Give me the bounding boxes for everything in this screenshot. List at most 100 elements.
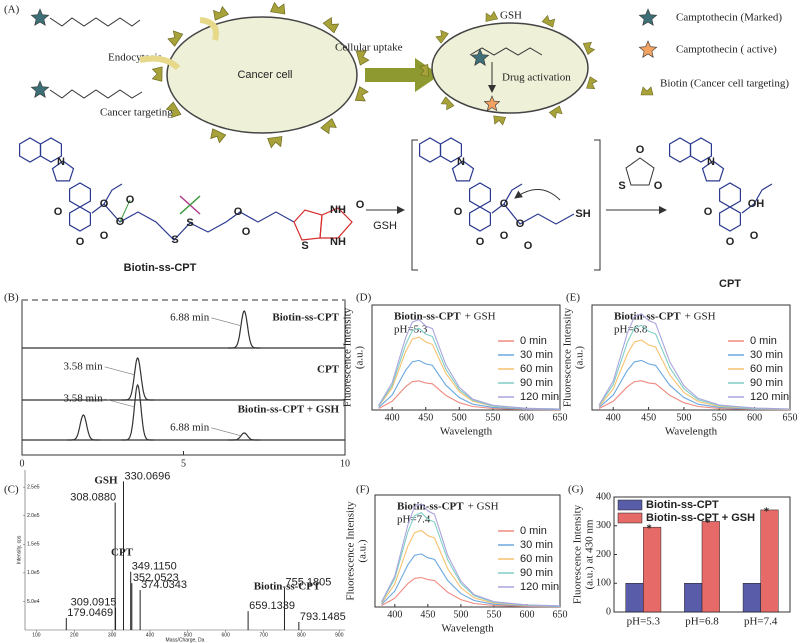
biotin-receptor — [586, 76, 599, 91]
chart-title: Biotin-ss-CPT — [397, 501, 464, 513]
prodrug-chain — [469, 47, 543, 56]
ring — [39, 137, 63, 163]
x-tick-label: pH=7.4 — [744, 616, 778, 628]
panel-label: (F) — [356, 484, 370, 496]
x-tick-label: 550 — [712, 412, 727, 423]
atom-label: OH — [748, 198, 765, 210]
ring — [68, 182, 92, 208]
linker — [503, 203, 575, 225]
atom-label: S — [186, 217, 193, 229]
y-tick-label: 1.5e5 — [27, 542, 40, 548]
x-tick-label: 400 — [606, 412, 621, 423]
reagent-label: GSH — [373, 220, 397, 232]
significance-marker: * — [764, 505, 770, 517]
trace-name: Biotin-ss-CPT + GSH — [238, 404, 340, 416]
x-tick-label: pH=6.8 — [685, 616, 719, 628]
significance-marker: * — [705, 517, 711, 529]
legend-label: 90 min — [520, 567, 553, 579]
spectrum-line — [378, 380, 561, 411]
chart-title: + GSH — [468, 501, 499, 513]
prodrug-chain — [49, 17, 141, 27]
y-axis-label: (a.u.) — [574, 346, 586, 370]
atom-label: O — [516, 218, 525, 230]
biotin-receptor — [549, 105, 565, 120]
targeting-label: Cancer targeting — [100, 107, 173, 119]
x-tick-label: 600 — [747, 412, 762, 423]
atom-label: O — [654, 180, 663, 192]
biotin-receptor — [166, 28, 184, 47]
y-axis-label: Fluorescence Intensity — [572, 504, 584, 604]
x-tick-label: 450 — [641, 412, 656, 423]
activation-label: Drug activation — [502, 72, 571, 84]
star — [470, 48, 490, 66]
peak-mz-label: 374.0343 — [141, 579, 187, 591]
x-tick-label: 5 — [181, 458, 186, 469]
plot-frame — [371, 304, 561, 411]
legend-swatch — [617, 512, 643, 524]
y-tick-label: 200 — [596, 549, 611, 560]
x-tick-label: 100 — [32, 632, 41, 638]
x-tick-label: 550 — [486, 609, 501, 620]
x-tick-label: 450 — [418, 412, 433, 423]
legend-label: 60 min — [520, 553, 553, 565]
atom-label: O — [454, 206, 463, 218]
x-tick-label: 200 — [70, 632, 79, 638]
peak-label: 6.88 min — [170, 421, 210, 433]
x-tick-label: 550 — [485, 412, 500, 423]
biotin-receptor — [270, 1, 287, 15]
spectrum-line — [378, 359, 561, 410]
x-tick-label: 800 — [297, 632, 306, 638]
x-tick-label: 400 — [146, 632, 155, 638]
gsh-label: GSH — [500, 10, 522, 22]
biotin-receptor — [208, 128, 227, 145]
biotin-receptor — [483, 10, 498, 22]
legend-label: 60 min — [520, 363, 553, 375]
biotin-ring — [293, 209, 323, 241]
uptake-big-arrow — [365, 58, 440, 92]
ring — [668, 137, 692, 163]
compound-label: Biotin-ss-CPT — [254, 581, 321, 593]
peak-mz-label: 330.0696 — [124, 470, 170, 482]
atom-label: O — [356, 199, 365, 211]
uptake-label: Cellular uptake — [335, 42, 403, 54]
peak-mz-label: 659.1339 — [249, 600, 295, 612]
leader-line — [104, 366, 135, 376]
panel-label: (E) — [566, 292, 580, 304]
atom-label: O — [100, 198, 109, 210]
cyclic-carbonate — [625, 157, 655, 186]
x-tick-label: 700 — [259, 632, 268, 638]
bar — [643, 526, 662, 613]
peak — [228, 310, 261, 349]
spectrum-line — [598, 339, 791, 410]
y-tick-label: 300 — [596, 520, 611, 531]
chart-title: Biotin-ss-CPT — [394, 311, 461, 323]
significance-marker: * — [646, 523, 652, 535]
y-axis-label: Fluorescence Intensity — [345, 501, 357, 601]
star — [483, 95, 501, 112]
spectrum-line — [381, 529, 561, 607]
bar — [760, 509, 779, 613]
peak-mz-label: 179.0469 — [67, 607, 113, 619]
uptake-arrow — [139, 55, 181, 71]
x-tick-label: 450 — [420, 609, 435, 620]
peak — [121, 357, 154, 401]
y-axis-label: Fluorescence Intensity — [342, 307, 354, 407]
x-tick-label: 650 — [553, 609, 568, 620]
bar — [684, 583, 703, 613]
y-tick-label: 2.5e5 — [27, 484, 40, 490]
x-tick-label: 400 — [385, 412, 400, 423]
condition: pH=7.4 — [397, 514, 431, 526]
y-axis-label: (a.u.) at 430 nm — [584, 519, 596, 589]
spectrum-line — [598, 380, 791, 411]
legend-label: 30 min — [520, 539, 553, 551]
bar — [701, 521, 720, 613]
x-tick-label: 600 — [222, 632, 231, 638]
product-label: CPT — [719, 278, 741, 290]
atom-label: O — [704, 206, 713, 218]
atom-label: O — [100, 230, 109, 242]
peak — [228, 432, 261, 441]
legend-label: 30 min — [750, 349, 783, 361]
x-tick-label: 0 — [20, 458, 25, 469]
spectrum-line — [381, 553, 561, 607]
x-tick-label: pH=5.3 — [627, 616, 661, 628]
